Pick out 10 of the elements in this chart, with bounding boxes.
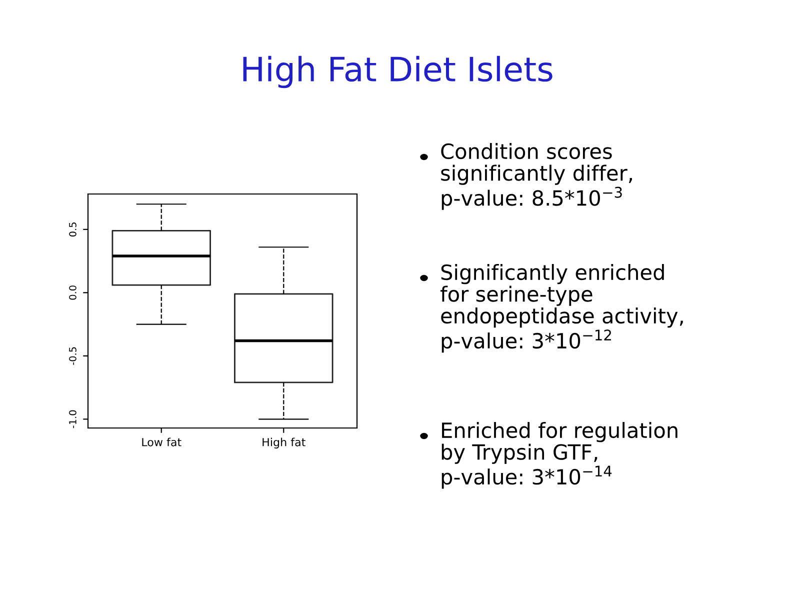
y-tick-label: 0.0: [69, 286, 76, 300]
y-tick-label: -0.5: [69, 347, 76, 365]
chart-title: High Fat Diet Islets: [243, 56, 552, 88]
x-tick-label: High fat: [262, 438, 306, 448]
text: Condition scores significantly differ, p-value: 8.5*10$^{−3}$: [441, 143, 632, 210]
y-tick-label: 0.5: [69, 222, 76, 237]
x-tick-label: Low fat: [142, 438, 182, 446]
text: Significantly enriched for serine-type endopeptidase activity, p-value: 3*10$^{−12}$: [440, 264, 683, 353]
text: Enriched for regulation by Trypsin GTF, p-value: 3*10$^{−14}$: [442, 422, 678, 489]
y-tick-label: -1.0: [69, 410, 76, 428]
